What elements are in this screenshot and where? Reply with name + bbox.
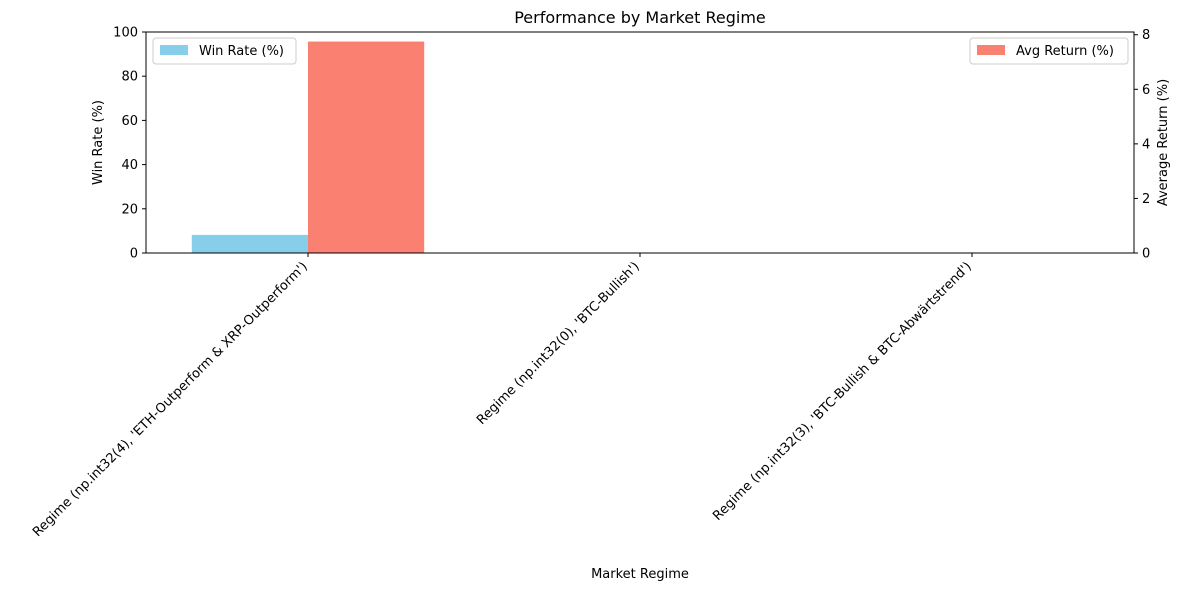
chart-title: Performance by Market Regime xyxy=(514,8,766,27)
legend-right: Avg Return (%) xyxy=(969,37,1129,65)
legend-label-avg-return: Avg Return (%) xyxy=(1016,44,1114,59)
right-tick-label-4: 8 xyxy=(1142,28,1150,43)
x-tick-label-2: Regime (np.int32(3), 'BTC-Bullish & BTC-… xyxy=(710,259,975,524)
bar-avg-return-0 xyxy=(308,41,425,254)
legend-swatch-win-rate xyxy=(160,45,188,55)
legend-label-win-rate: Win Rate (%) xyxy=(199,44,284,59)
right-axis-ticks: 0 2 4 6 8 xyxy=(1134,28,1150,262)
left-tick-label-3: 60 xyxy=(121,114,138,129)
legend-left: Win Rate (%) xyxy=(152,37,297,65)
legend-frame-right xyxy=(969,37,1129,65)
plot-frame xyxy=(145,31,1135,254)
left-tick-label-4: 80 xyxy=(121,70,138,85)
left-tick-label-2: 40 xyxy=(121,158,138,173)
x-tick-label-0: Regime (np.int32(4), 'ETH-Outperform & X… xyxy=(30,259,311,540)
x-axis-label: Market Regime xyxy=(591,567,689,582)
bars-layer xyxy=(191,41,425,254)
y-axis-label-left: Win Rate (%) xyxy=(91,100,106,185)
x-axis-ticks: Regime (np.int32(4), 'ETH-Outperform & X… xyxy=(30,253,975,540)
y-axis-label-right: Average Return (%) xyxy=(1156,79,1171,206)
x-tick-label-1: Regime (np.int32(0), 'BTC-Bullish') xyxy=(474,259,643,428)
left-tick-label-5: 100 xyxy=(113,26,138,41)
right-tick-label-1: 2 xyxy=(1142,192,1150,207)
right-tick-label-2: 4 xyxy=(1142,137,1150,152)
bar-win-rate-0 xyxy=(191,234,308,253)
left-axis-ticks: 0 20 40 60 80 100 xyxy=(113,26,146,262)
left-tick-label-1: 20 xyxy=(121,202,138,217)
legend-swatch-avg-return xyxy=(977,45,1005,55)
left-tick-label-0: 0 xyxy=(130,247,138,262)
right-tick-label-0: 0 xyxy=(1142,247,1150,262)
right-tick-label-3: 6 xyxy=(1142,83,1150,98)
legend-frame-left xyxy=(152,37,297,65)
